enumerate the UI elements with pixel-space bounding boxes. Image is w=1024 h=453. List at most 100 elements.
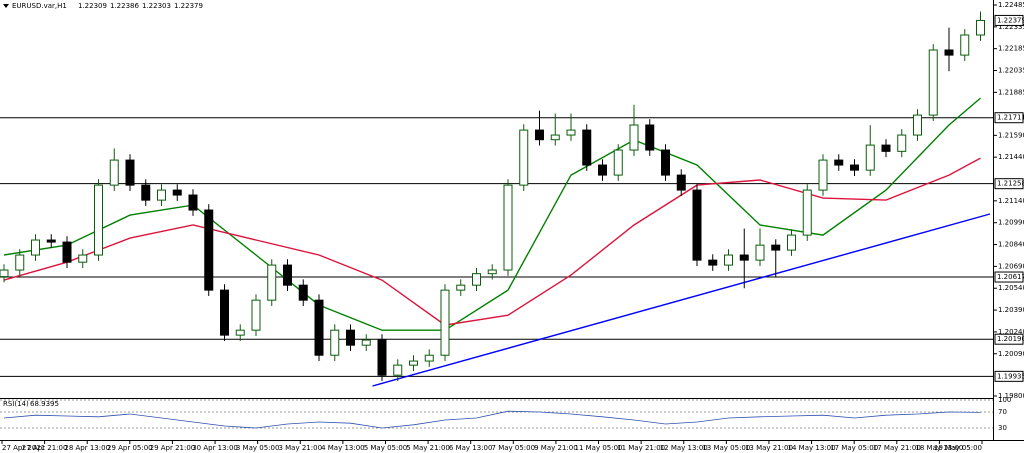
candle-body [787,234,796,251]
candle-body [267,264,277,301]
y-tick-label: 1.22485 [998,1,1024,9]
candle-body [566,129,576,136]
candle-body [172,189,182,196]
x-tick-label: 12 May 13:00 [660,444,708,452]
candle-body [708,259,718,266]
candle-body [46,239,56,243]
rsi-name: RSI(14) [3,400,29,408]
y-tick-label: 1.22185 [998,45,1024,53]
candle-body [771,244,781,251]
candle-body [157,189,166,201]
y-tick-label: 1.19800 [998,392,1024,400]
candle-body [0,269,9,278]
x-tick-label: 19 May 05:00 [934,444,982,452]
candle-body [960,34,970,56]
candle-body [440,289,450,356]
y-tick-label: 1.20390 [998,306,1024,314]
level-label-box [994,333,1024,345]
rsi-last: 68.9395 [30,400,59,408]
x-tick-label: 29 Apr 05:00 [107,444,153,452]
x-tick-label: 13 May 21:00 [745,444,793,452]
candle-body [976,19,985,36]
level-label: 1.21258 [997,180,1024,188]
x-tick-label: 4 May 13:00 [321,444,365,452]
candle-body [519,129,529,186]
candle-body [802,189,812,236]
y-tick-label: 1.20690 [998,262,1024,270]
x-tick-label: 3 May 21:00 [278,444,322,452]
level-label: 1.19935 [997,372,1024,380]
candle-body [755,244,765,261]
level-label-box [994,178,1024,190]
candle-body [865,144,875,171]
candle-body [424,354,434,362]
candle-body [15,254,25,271]
level-label-box [994,271,1024,283]
x-tick-label: 11 May 05:00 [575,444,623,452]
candle-body [204,209,214,291]
candle-body [472,273,481,286]
candle-body [78,254,88,263]
level-label-box [994,370,1024,382]
candle-body [913,114,922,136]
current-price: 1.22379 [997,16,1024,24]
candle-body [724,254,733,266]
level-label: 1.20617 [997,273,1024,281]
candle-body [582,129,592,166]
x-tick-label: 28 Apr 13:00 [64,444,110,452]
candle-body [676,174,686,191]
candle-body [377,339,387,376]
candle-body [739,254,749,261]
candle-body [613,149,623,176]
series-line [3,97,981,331]
x-tick-label: 27 Apr 21:00 [22,444,68,452]
candle-body [62,241,72,263]
candle-body [550,134,560,141]
x-tick-label: 17 May 05:00 [830,444,878,452]
candle-body [661,149,670,176]
x-tick-label: 18 May 13:00 [915,444,963,452]
y-tick-label: 1.21440 [998,153,1024,161]
x-tick-label: 5 May 21:00 [406,444,450,452]
level-label: 1.21711 [997,114,1024,122]
candle-body [834,159,844,166]
candle-body [629,124,639,151]
y-tick-label: 1.22035 [998,67,1024,75]
x-tick-label: 3 May 05:00 [236,444,280,452]
candle-body [692,189,702,261]
candle-body [251,299,261,331]
candle-body [141,184,151,201]
candle-body [881,144,891,152]
level-label-box [994,112,1024,124]
current-price-box [994,14,1024,26]
candle-body [361,339,371,346]
candle-body [125,159,135,186]
candle-body [330,329,340,356]
x-tick-label: 30 Apr 13:00 [192,444,238,452]
candle-body [346,329,355,346]
x-tick-label: 5 May 05:00 [364,444,408,452]
candle-body [393,364,403,376]
header-high: 1.22386 [110,2,139,10]
x-tick-label: 6 May 13:00 [449,444,493,452]
candle-body [850,164,859,171]
y-tick-label: 1.21590 [998,131,1024,139]
y-tick-label: 1.21885 [998,88,1024,96]
x-tick-label: 27 Apr 2021 [2,444,45,452]
x-tick-label: 9 May 21:00 [534,444,578,452]
y-tick-label: 1.22335 [998,23,1024,31]
x-tick-label: 7 May 05:00 [492,444,536,452]
candle-body [94,184,103,256]
x-tick-label: 11 May 21:00 [617,444,665,452]
rsi-tick-label: 100 [998,396,1011,404]
y-tick-label: 1.20540 [998,284,1024,292]
candle-body [298,284,308,301]
y-tick-label: 1.21140 [998,197,1024,205]
header-close: 1.22379 [174,2,203,10]
x-tick-label: 14 May 13:00 [788,444,836,452]
series-line [3,157,981,326]
header-open: 1.22309 [78,2,107,10]
candle-body [409,360,418,366]
menu-arrow [3,4,9,8]
